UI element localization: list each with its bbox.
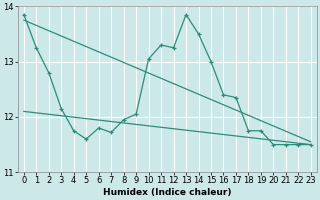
X-axis label: Humidex (Indice chaleur): Humidex (Indice chaleur) [103, 188, 232, 197]
